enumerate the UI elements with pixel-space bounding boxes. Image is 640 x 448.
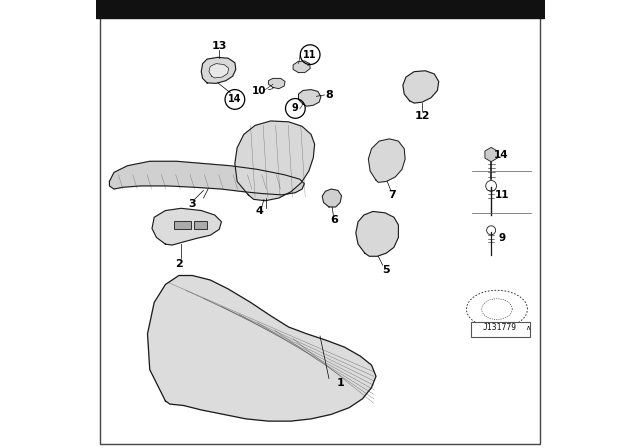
Polygon shape [298, 90, 321, 106]
Text: 9: 9 [499, 233, 506, 243]
Polygon shape [152, 208, 221, 245]
Polygon shape [403, 71, 439, 103]
Text: 6: 6 [330, 215, 339, 225]
Polygon shape [485, 147, 497, 162]
Polygon shape [369, 139, 405, 182]
Bar [472, 322, 530, 337]
Polygon shape [148, 276, 376, 421]
Text: 9: 9 [292, 103, 299, 113]
Polygon shape [209, 64, 228, 78]
Text: 14: 14 [494, 150, 509, 159]
Polygon shape [293, 61, 310, 73]
Text: J131779: J131779 [482, 323, 516, 332]
Polygon shape [356, 211, 398, 256]
Bar [194, 221, 207, 229]
Text: 12: 12 [414, 111, 430, 121]
Text: 1: 1 [336, 378, 344, 388]
Text: 10: 10 [252, 86, 267, 96]
Text: 5: 5 [383, 265, 390, 275]
Polygon shape [109, 161, 305, 195]
Polygon shape [269, 78, 285, 89]
Text: 11: 11 [495, 190, 509, 200]
Text: 2: 2 [175, 259, 183, 269]
Bar [174, 221, 191, 229]
Text: 7: 7 [388, 190, 396, 200]
Text: 4: 4 [255, 207, 264, 216]
Text: 3: 3 [189, 199, 196, 209]
Text: 13: 13 [211, 41, 227, 51]
Text: 14: 14 [228, 95, 242, 104]
Polygon shape [202, 57, 236, 83]
Text: 8: 8 [325, 90, 333, 100]
Polygon shape [235, 121, 315, 201]
Text: 11: 11 [303, 50, 317, 60]
Polygon shape [323, 189, 342, 207]
Text: ∧: ∧ [525, 325, 531, 331]
